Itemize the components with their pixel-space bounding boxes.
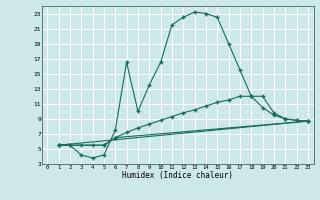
X-axis label: Humidex (Indice chaleur): Humidex (Indice chaleur) <box>122 171 233 180</box>
